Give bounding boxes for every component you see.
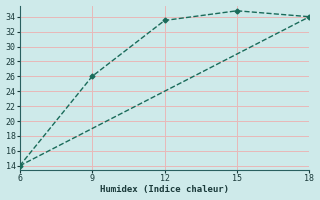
X-axis label: Humidex (Indice chaleur): Humidex (Indice chaleur) bbox=[100, 185, 229, 194]
